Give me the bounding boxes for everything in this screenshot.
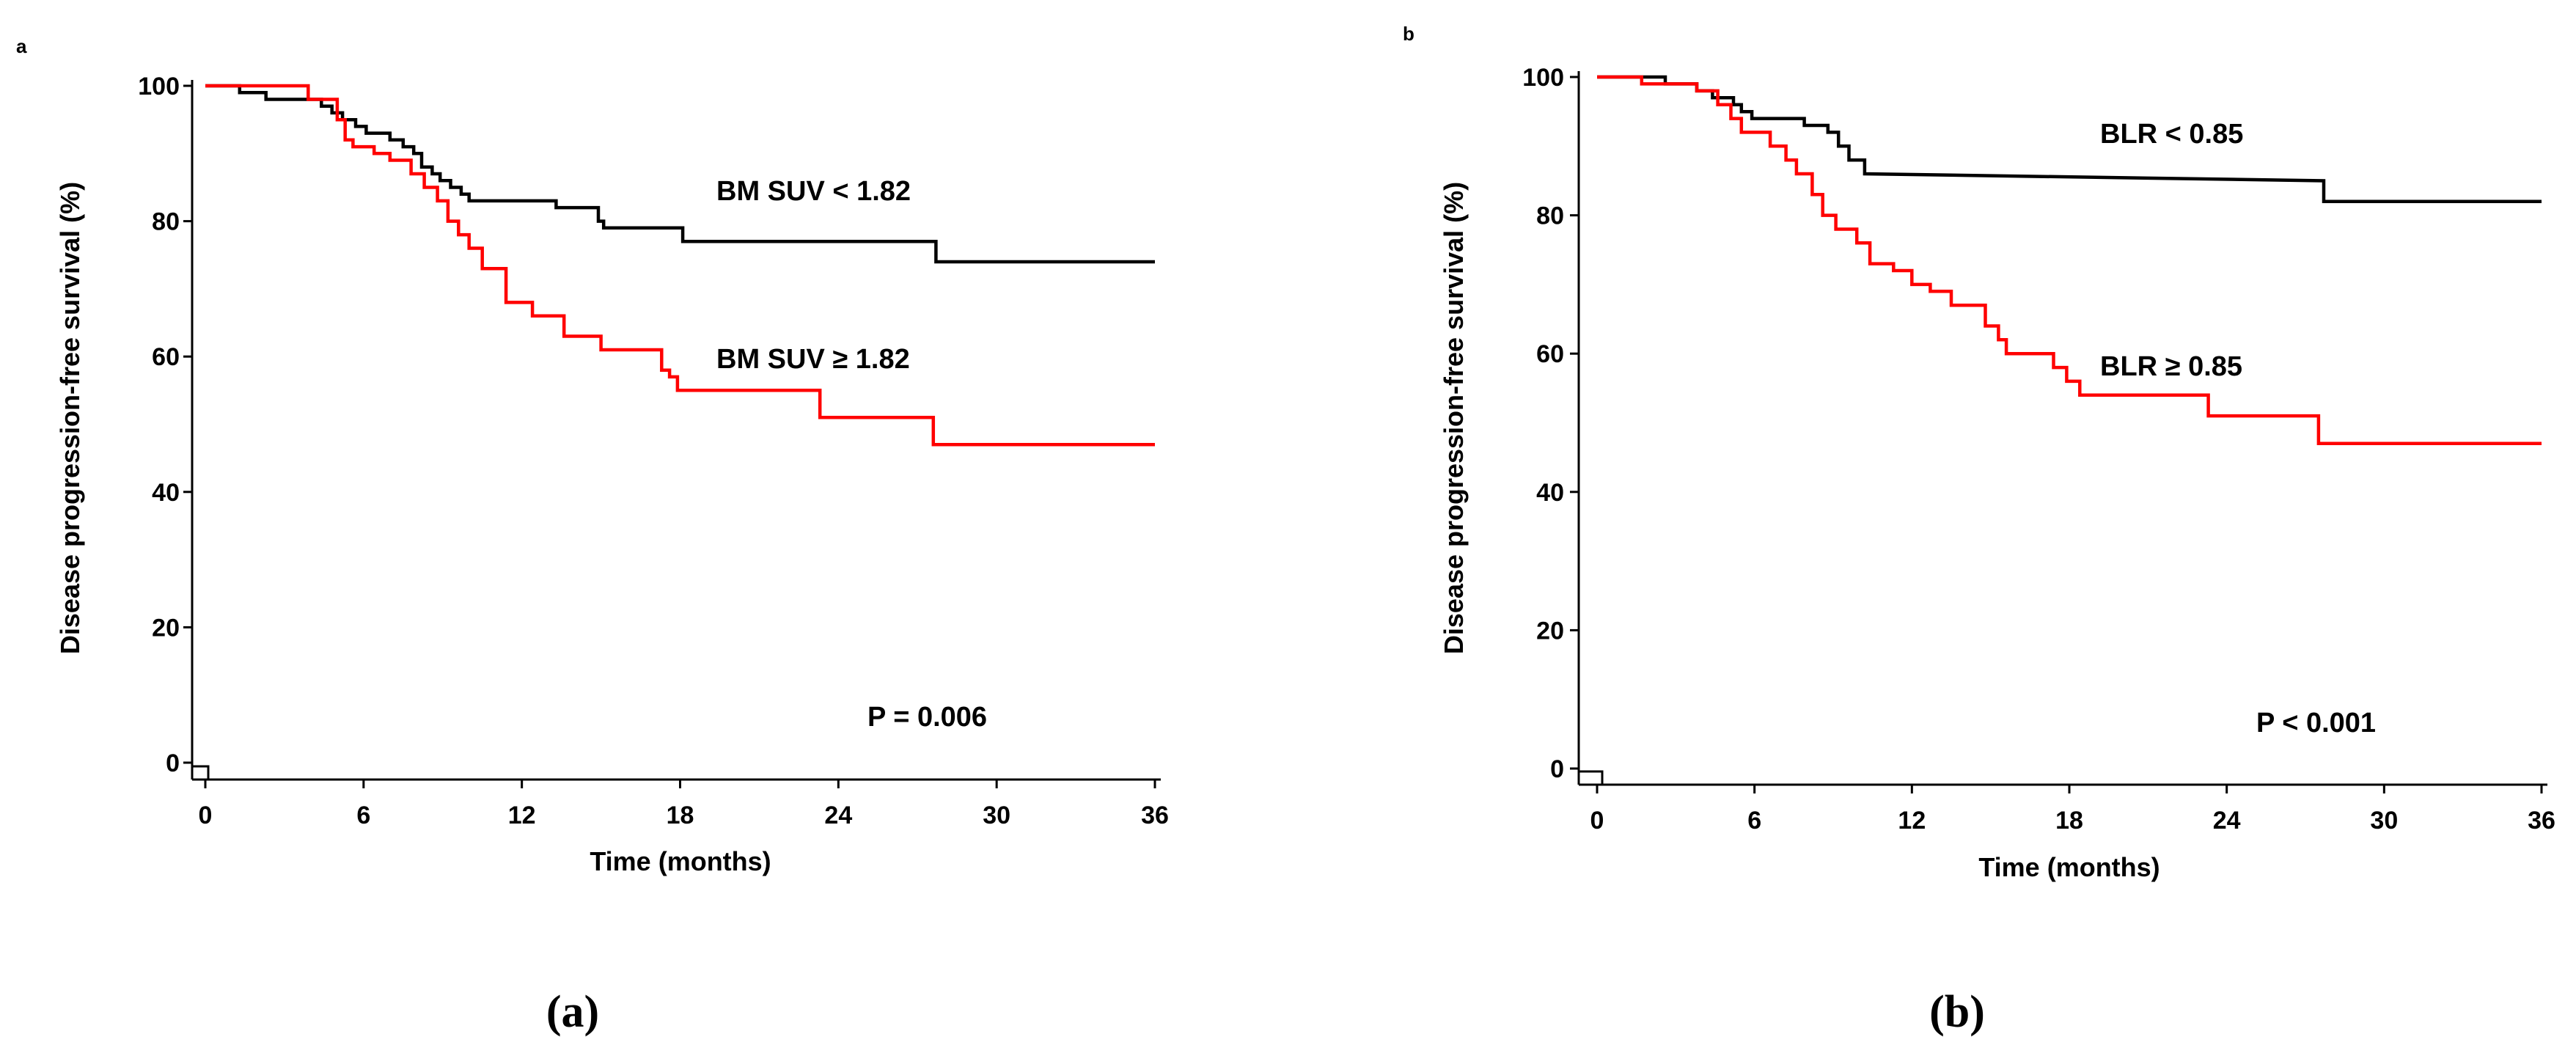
panel-a-legend-black: BM SUV < 1.82 [716, 176, 911, 207]
panel-a-caption: (a) [546, 987, 599, 1037]
x-tick-label: 6 [1747, 807, 1761, 835]
x-tick-label: 18 [2055, 807, 2083, 835]
panel-a-chart: a 0 20 40 60 80 100 0 6 12 18 24 30 36 Disease progr… [16, 35, 1169, 1037]
x-tick-label: 0 [199, 802, 213, 829]
y-tick-label: 40 [1536, 479, 1564, 507]
panel-b-x-axis-title: Time (months) [1978, 852, 2159, 882]
series-line-black [205, 84, 1155, 264]
panel-a-y-axis-title: Disease progression-free survival (%) [55, 182, 85, 654]
y-tick-label: 0 [166, 749, 180, 777]
panel-b-legend-red: BLR ≥ 0.85 [2100, 351, 2242, 382]
x-tick-label: 12 [1898, 807, 1926, 835]
panel-a-p-value: P = 0.006 [867, 702, 987, 733]
y-tick-label: 60 [152, 343, 180, 371]
panel-b-caption: (b) [1929, 987, 1985, 1037]
x-tick-label: 30 [2370, 807, 2398, 835]
panel-a-letter: a [16, 35, 27, 57]
y-tick-label: 100 [1522, 64, 1564, 92]
x-tick-label: 30 [983, 802, 1010, 829]
panel-a-x-axis-title: Time (months) [590, 846, 771, 876]
x-tick-label: 6 [356, 802, 370, 829]
x-tick-label: 24 [824, 802, 852, 829]
panel-b-legend-black: BLR < 0.85 [2100, 119, 2243, 150]
panel-b-axes: 0 20 40 60 80 100 0 6 12 18 24 30 36 [1522, 64, 2555, 835]
panel-a-legend-red: BM SUV ≥ 1.82 [716, 344, 910, 375]
origin-corner-mark [192, 765, 210, 780]
panel-b-p-value: P < 0.001 [2256, 708, 2376, 738]
panel-b-chart: b 0 20 40 60 80 100 0 6 12 18 24 30 36 Disease progr… [1403, 23, 2555, 1037]
x-tick-label: 36 [2528, 807, 2555, 835]
panel-a-plot-area [205, 84, 1155, 447]
y-tick-label: 100 [138, 73, 180, 100]
panel-a-axes: 0 20 40 60 80 100 0 6 12 18 24 30 36 [138, 73, 1169, 829]
x-tick-label: 12 [508, 802, 536, 829]
y-tick-label: 40 [152, 479, 180, 507]
x-tick-label: 24 [2213, 807, 2241, 835]
panel-b-y-axis-title: Disease progression-free survival (%) [1439, 182, 1469, 654]
y-tick-label: 20 [152, 614, 180, 642]
x-tick-label: 0 [1590, 807, 1604, 835]
x-tick-label: 36 [1141, 802, 1169, 829]
y-tick-label: 60 [1536, 340, 1564, 368]
y-tick-label: 20 [1536, 617, 1564, 645]
y-tick-label: 80 [1536, 202, 1564, 230]
panel-b-letter: b [1403, 23, 1414, 45]
y-tick-label: 0 [1550, 755, 1564, 783]
series-line-red [1597, 75, 2542, 446]
panel-b-plot-area [1597, 75, 2542, 446]
series-line-red [205, 84, 1155, 447]
y-tick-label: 80 [152, 208, 180, 236]
x-tick-label: 18 [667, 802, 694, 829]
origin-corner-mark [1579, 770, 1604, 785]
